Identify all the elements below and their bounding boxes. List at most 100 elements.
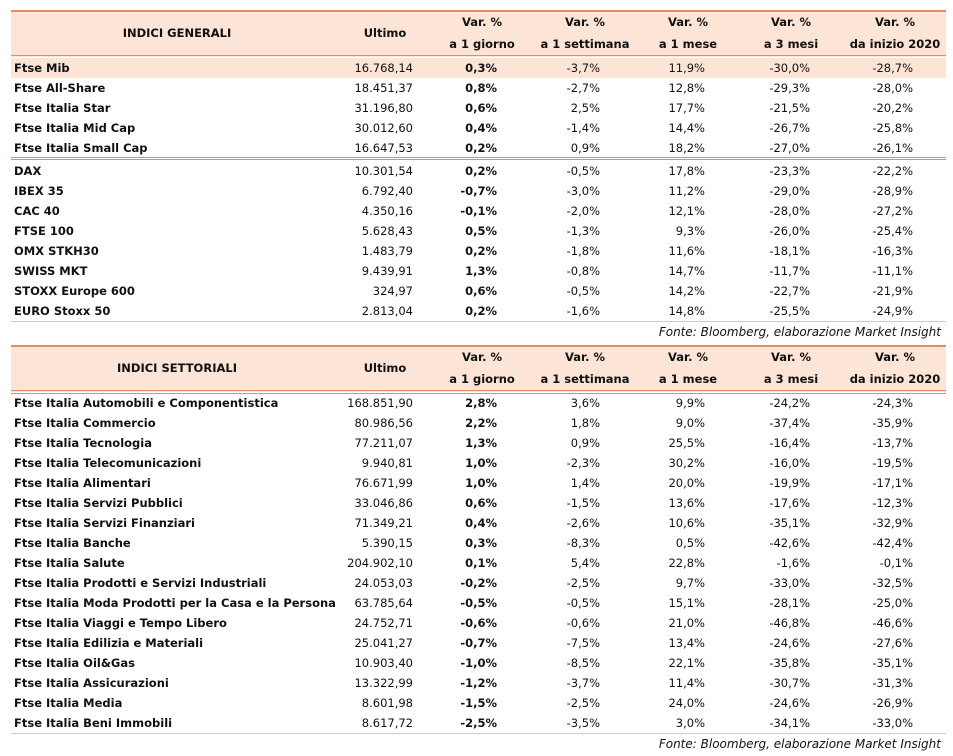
row-name: Ftse Italia Star: [14, 101, 111, 115]
cell: 0,2%: [465, 244, 497, 258]
cell: 0,2%: [465, 141, 497, 155]
header-cell: Ultimo: [363, 26, 407, 40]
header-cell: Var. %: [771, 15, 811, 29]
cell: 22,8%: [668, 556, 705, 570]
cell: -37,4%: [769, 416, 810, 430]
header-cell: Var. %: [462, 350, 502, 364]
cell: -25,4%: [872, 224, 913, 238]
cell: 10.903,40: [354, 656, 413, 670]
cell: -0,5%: [460, 596, 497, 610]
cell: 14,2%: [668, 284, 705, 298]
cell: -34,1%: [769, 716, 810, 730]
cell: 13.322,99: [354, 676, 413, 690]
row-name: Ftse Italia Alimentari: [14, 476, 151, 490]
cell: -35,1%: [769, 516, 810, 530]
cell: -25,8%: [872, 121, 913, 135]
header-rule: [11, 393, 946, 394]
cell: 6.792,40: [361, 184, 413, 198]
cell: -30,7%: [769, 676, 810, 690]
cell: 2,2%: [465, 416, 497, 430]
cell: 0,9%: [570, 141, 600, 155]
cell: -32,9%: [872, 516, 913, 530]
cell: 9,9%: [675, 396, 705, 410]
cell: -2,3%: [566, 456, 600, 470]
cell: 0,8%: [465, 81, 497, 95]
row-name: Ftse Italia Beni Immobili: [14, 716, 173, 730]
cell: 0,4%: [465, 516, 497, 530]
cell: -35,1%: [872, 656, 913, 670]
cell: -0,6%: [566, 616, 600, 630]
cell: 2,8%: [465, 396, 497, 410]
cell: 5.628,43: [361, 224, 413, 238]
cell: -0,5%: [566, 596, 600, 610]
cell: -16,4%: [769, 436, 810, 450]
cell: -35,9%: [872, 416, 913, 430]
cell: -0,2%: [460, 576, 497, 590]
cell: -24,6%: [769, 696, 810, 710]
cell: -19,5%: [872, 456, 913, 470]
row-name: Ftse Italia Mid Cap: [14, 121, 136, 135]
cell: 24.053,03: [354, 576, 413, 590]
cell: 3,6%: [570, 396, 600, 410]
cell: 12,1%: [668, 204, 705, 218]
cell: 14,4%: [668, 121, 705, 135]
cell: 33.046,86: [354, 496, 413, 510]
header-cell: a 1 mese: [658, 372, 718, 386]
cell: -26,9%: [872, 696, 913, 710]
cell: -2,6%: [566, 516, 600, 530]
cell: -0,8%: [566, 264, 600, 278]
cell: 9.439,91: [361, 264, 413, 278]
cell: -24,2%: [769, 396, 810, 410]
cell: 25.041,27: [354, 636, 413, 650]
cell: -0,5%: [566, 284, 600, 298]
cell: 17,7%: [668, 101, 705, 115]
header-cell: a 1 mese: [658, 37, 718, 51]
cell: 71.349,21: [354, 516, 413, 530]
cell: 8.601,98: [361, 696, 413, 710]
cell: 0,3%: [465, 61, 497, 75]
cell: -20,2%: [872, 101, 913, 115]
cell: -22,7%: [769, 284, 810, 298]
cell: 9,7%: [675, 576, 705, 590]
cell: -21,5%: [769, 101, 810, 115]
cell: -1,5%: [566, 496, 600, 510]
cell: 1,4%: [570, 476, 600, 490]
cell: -2,5%: [566, 576, 600, 590]
cell: -35,8%: [769, 656, 810, 670]
cell: -1,6%: [566, 304, 600, 318]
cell: 20,0%: [668, 476, 705, 490]
cell: -1,3%: [566, 224, 600, 238]
cell: 0,5%: [465, 224, 497, 238]
cell: 0,3%: [465, 536, 497, 550]
cell: -8,5%: [566, 656, 600, 670]
row-name: SWISS MKT: [14, 264, 88, 278]
cell: 24.752,71: [354, 616, 413, 630]
cell: -28,9%: [872, 184, 913, 198]
row-name: Ftse Italia Media: [14, 696, 123, 710]
cell: 0,4%: [465, 121, 497, 135]
source-note: Fonte: Bloomberg, elaborazione Market In…: [658, 325, 941, 339]
cell: -32,5%: [872, 576, 913, 590]
cell: -1,8%: [566, 244, 600, 258]
header-cell: a 3 mesi: [763, 372, 819, 386]
cell: 22,1%: [668, 656, 705, 670]
cell: 63.785,64: [354, 596, 413, 610]
cell: -30,0%: [769, 61, 810, 75]
cell: -1,2%: [460, 676, 497, 690]
header-cell: Var. %: [771, 350, 811, 364]
cell: -8,3%: [566, 536, 600, 550]
cell: -33,0%: [872, 716, 913, 730]
row-name: Ftse Italia Oil&Gas: [14, 656, 135, 670]
cell: -2,7%: [566, 81, 600, 95]
cell: 21,0%: [668, 616, 705, 630]
row-name: Ftse Italia Prodotti e Servizi Industria…: [14, 576, 267, 590]
cell: -0,7%: [460, 636, 497, 650]
row-name: OMX STKH30: [14, 244, 99, 258]
cell: 24,0%: [668, 696, 705, 710]
cell: 4.350,16: [361, 204, 413, 218]
cell: -11,1%: [872, 264, 913, 278]
cell: -7,5%: [566, 636, 600, 650]
cell: 11,4%: [668, 676, 705, 690]
cell: -42,6%: [769, 536, 810, 550]
